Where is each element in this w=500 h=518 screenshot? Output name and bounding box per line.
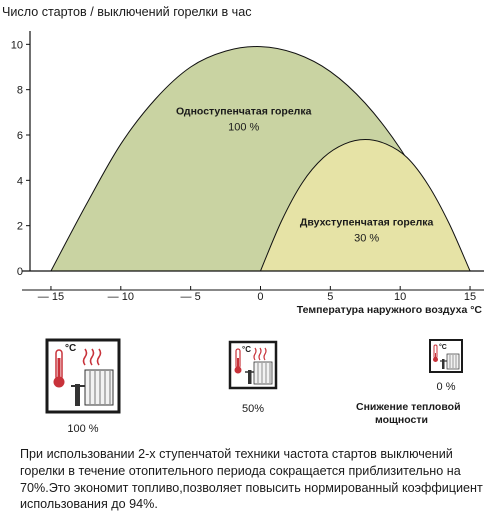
x-tick-label: — 15 (38, 291, 64, 303)
illustration-50: °C (228, 340, 278, 390)
series-name-label: Двухступенчатая горелка (300, 217, 434, 229)
series-name-label: Одноступенчатая горелка (176, 106, 312, 118)
plot-axes: 0 2 4 6 8 10 — 15 — 10 — 5 0 5 10 15 (11, 31, 484, 303)
unit-label: °C (439, 343, 447, 351)
reduction-caption: Снижение тепловой мощности (356, 401, 463, 426)
x-axis-label: Температура наружного воздуха °C (297, 304, 483, 316)
x-tick-label: — 10 (108, 291, 134, 303)
series-share-label: 30 % (354, 233, 379, 245)
two-stage-area (259, 139, 471, 272)
y-tick-label: 2 (17, 221, 23, 233)
footnote-text: При использовании 2-х ступенчатой техник… (20, 447, 483, 512)
unit-label: °C (242, 345, 251, 354)
y-tick-label: 8 (17, 85, 23, 97)
reduction-caption-line-2: мощности (375, 414, 428, 426)
area-labels: Одноступенчатая горелка 100 % Двухступенча… (176, 106, 434, 245)
illustration-0-label: 0 % (437, 381, 456, 393)
thermostat-radiator-icon (433, 344, 460, 370)
x-tick-label: — 5 (181, 291, 201, 303)
y-tick-label: 4 (17, 175, 23, 187)
thermostat-radiator-icon (234, 347, 273, 385)
y-tick-label: 10 (11, 39, 23, 51)
illustration-0: °C (429, 339, 463, 373)
unit-label: °C (65, 343, 76, 354)
series-share-label: 100 % (228, 122, 259, 134)
x-tick-label: 5 (327, 291, 333, 303)
reduction-caption-line-1: Снижение тепловой (356, 401, 461, 413)
illustration-50-label: 50% (242, 403, 264, 415)
illustration-100-label: 100 % (67, 423, 98, 435)
x-tick-label: 10 (394, 291, 406, 303)
y-tick-label: 0 (17, 266, 23, 278)
x-tick-label: 15 (464, 291, 476, 303)
chart-title: Число стартов / выключений горелки в час (2, 5, 252, 19)
plot-areas (50, 46, 471, 272)
thermostat-radiator-icon (53, 348, 114, 406)
y-tick-label: 6 (17, 130, 23, 142)
illustration-100: °C (45, 338, 121, 414)
x-tick-label: 0 (257, 291, 263, 303)
